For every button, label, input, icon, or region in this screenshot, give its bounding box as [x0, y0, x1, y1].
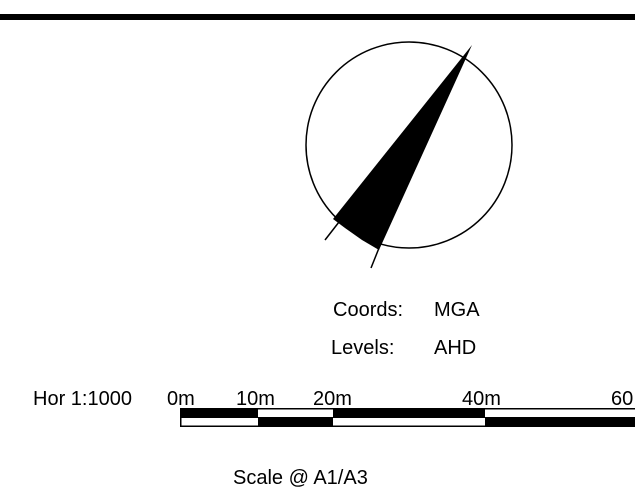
scale-footnote: Scale @ A1/A3	[233, 467, 368, 489]
title-border-rule	[0, 14, 635, 20]
north-arrow-stem-line	[370, 247, 380, 269]
scale-tick-label: 60	[611, 388, 634, 410]
scale-tick-label: 0m	[167, 388, 195, 410]
north-arrow-needle	[333, 45, 472, 250]
scale-tick-label: 40m	[462, 388, 501, 410]
scale-label-row: Hor 1:1000 0m 10m 20m 40m 60	[0, 388, 635, 412]
coords-label: Coords:	[333, 299, 404, 321]
scale-bar-segment	[333, 408, 485, 417]
scale-tick-label: 20m	[313, 388, 352, 410]
levels-value: AHD	[434, 337, 477, 359]
scale-bar-segment	[180, 408, 258, 417]
levels-label: Levels:	[331, 337, 395, 359]
north-arrow-circle	[305, 41, 513, 249]
north-arrow-icon	[305, 41, 513, 269]
scale-tick-label: 10m	[236, 388, 275, 410]
coords-value: MGA	[434, 299, 480, 321]
scale-bar-segment	[258, 418, 333, 427]
scale-prefix: Hor 1:1000	[33, 388, 132, 410]
scale-bar	[180, 408, 635, 427]
scale-bar-segment	[485, 418, 635, 427]
